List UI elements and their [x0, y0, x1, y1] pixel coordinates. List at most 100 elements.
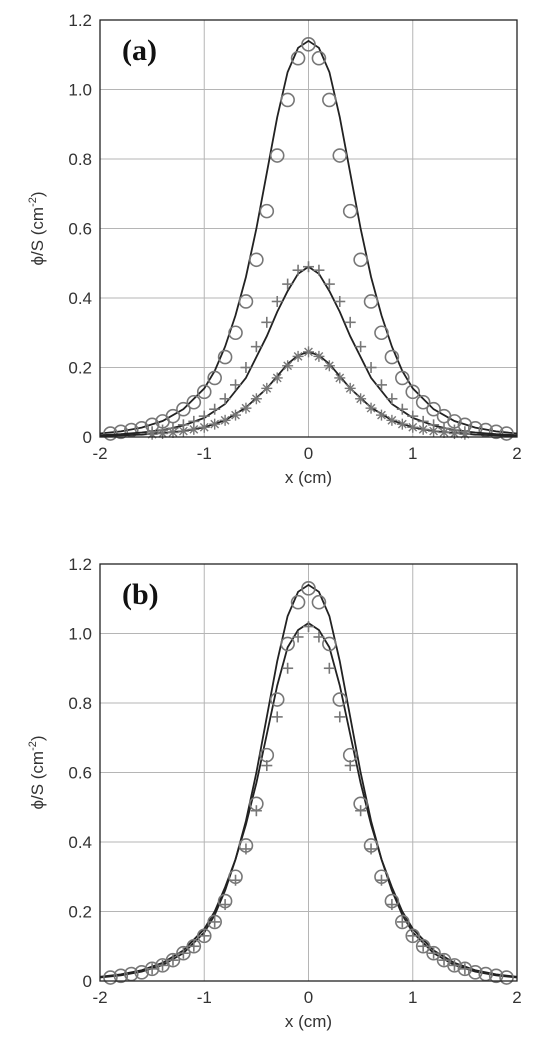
plus-marker [407, 930, 419, 942]
circle-marker [196, 384, 212, 400]
x-axis-label: x (cm) [285, 1012, 332, 1031]
ast-d2 [199, 422, 209, 432]
plus-marker [146, 963, 158, 975]
asterisk-marker [428, 425, 440, 437]
x-tick-label: -1 [197, 444, 212, 463]
asterisk-marker [250, 393, 262, 405]
plus-marker [448, 959, 460, 971]
circle-marker [134, 965, 149, 980]
ast-d2 [210, 419, 220, 429]
circle-marker [405, 384, 421, 400]
asterisk-marker [344, 382, 356, 394]
circle-marker [217, 349, 233, 365]
plot-frame [99, 19, 518, 438]
circle-marker [415, 394, 431, 410]
ast-d2 [450, 429, 459, 438]
asterisk-marker [303, 346, 314, 358]
plus-marker [219, 899, 231, 911]
circle-marker [280, 92, 295, 108]
ast-d2 [439, 428, 449, 437]
circle-marker [415, 938, 431, 954]
ast-d2 [251, 394, 261, 404]
ast-d2 [168, 428, 178, 437]
plus-marker [355, 805, 367, 817]
plus-marker [250, 805, 262, 817]
circle-marker [144, 961, 160, 977]
circle-marker [176, 401, 191, 417]
x-tick-label: 1 [408, 444, 417, 463]
ast-d2 [189, 424, 199, 434]
plus-marker [344, 760, 356, 772]
circle-marker [301, 581, 316, 596]
y-tick-label: 0.8 [68, 694, 92, 713]
plus-marker [428, 947, 440, 959]
plus-marker [323, 278, 335, 290]
plus-marker [386, 899, 398, 911]
x-tick-label: -2 [92, 444, 107, 463]
circle-marker [249, 252, 264, 268]
plus-marker [198, 930, 210, 942]
plus-marker [313, 264, 325, 276]
plus-marker [167, 954, 179, 966]
asterisk-marker [365, 402, 377, 414]
x-tick-label: 0 [304, 988, 313, 1007]
asterisk-marker [167, 426, 179, 438]
plus-marker [250, 341, 262, 353]
ast-d2 [345, 383, 355, 393]
circle-marker [384, 349, 400, 365]
plus-marker [261, 760, 273, 772]
plus-marker [386, 393, 398, 405]
circle-marker [269, 148, 285, 163]
circle-marker [207, 914, 222, 930]
plus-marker [344, 316, 356, 328]
y-axis-label: ϕ/S (cm-2) [27, 191, 47, 265]
asterisk-marker [417, 423, 429, 435]
ast-d2 [366, 403, 376, 413]
plus-marker [240, 362, 252, 373]
asterisk-marker [271, 372, 283, 384]
ast-d2 [397, 419, 407, 429]
series-line-0 [99, 39, 518, 435]
y-tick-label: 0.2 [68, 903, 92, 922]
asterisk-marker [438, 426, 450, 438]
circle-marker [103, 970, 118, 985]
circle-marker [488, 968, 504, 984]
ast-d2 [158, 429, 167, 438]
plus-marker [209, 403, 221, 415]
asterisk-marker [407, 421, 419, 433]
asterisk-marker [198, 421, 210, 433]
ast-d2 [231, 410, 240, 420]
plus-marker [240, 843, 252, 855]
y-tick-label: 0.4 [68, 289, 92, 308]
x-tick-label: 1 [408, 988, 417, 1007]
ast-d2 [335, 373, 345, 383]
plus-marker [188, 940, 200, 952]
circle-marker [395, 370, 410, 386]
plus-marker [198, 410, 210, 422]
ast-d2 [418, 424, 428, 434]
circle-marker [447, 958, 462, 973]
asterisk-marker [177, 425, 189, 437]
asterisk-marker [209, 418, 221, 430]
ast-d2 [356, 394, 366, 404]
circle-marker [186, 394, 202, 410]
circle-marker [238, 294, 254, 309]
ast-d2 [262, 383, 272, 393]
plus-marker [365, 843, 377, 855]
asterisk-marker [240, 402, 252, 414]
circle-marker [311, 594, 327, 610]
panel-label: (a) [122, 34, 157, 67]
plus-marker [334, 295, 346, 307]
plus-marker [365, 362, 377, 373]
circle-marker [395, 914, 410, 930]
asterisk-marker [313, 350, 325, 362]
circle-marker [322, 636, 337, 652]
asterisk-marker [146, 428, 158, 440]
asterisk-marker [323, 360, 335, 372]
ast-d2 [387, 415, 397, 425]
panel-a: -2 -1 0 1 2 0 0.2 0.4 0.6 0.8 1.0 1.2 x (cm) ϕ/S (cm-… [27, 11, 522, 487]
asterisk-marker [386, 414, 398, 426]
plus-marker [375, 874, 387, 886]
circle-marker [290, 594, 306, 610]
plus-marker [459, 963, 471, 975]
